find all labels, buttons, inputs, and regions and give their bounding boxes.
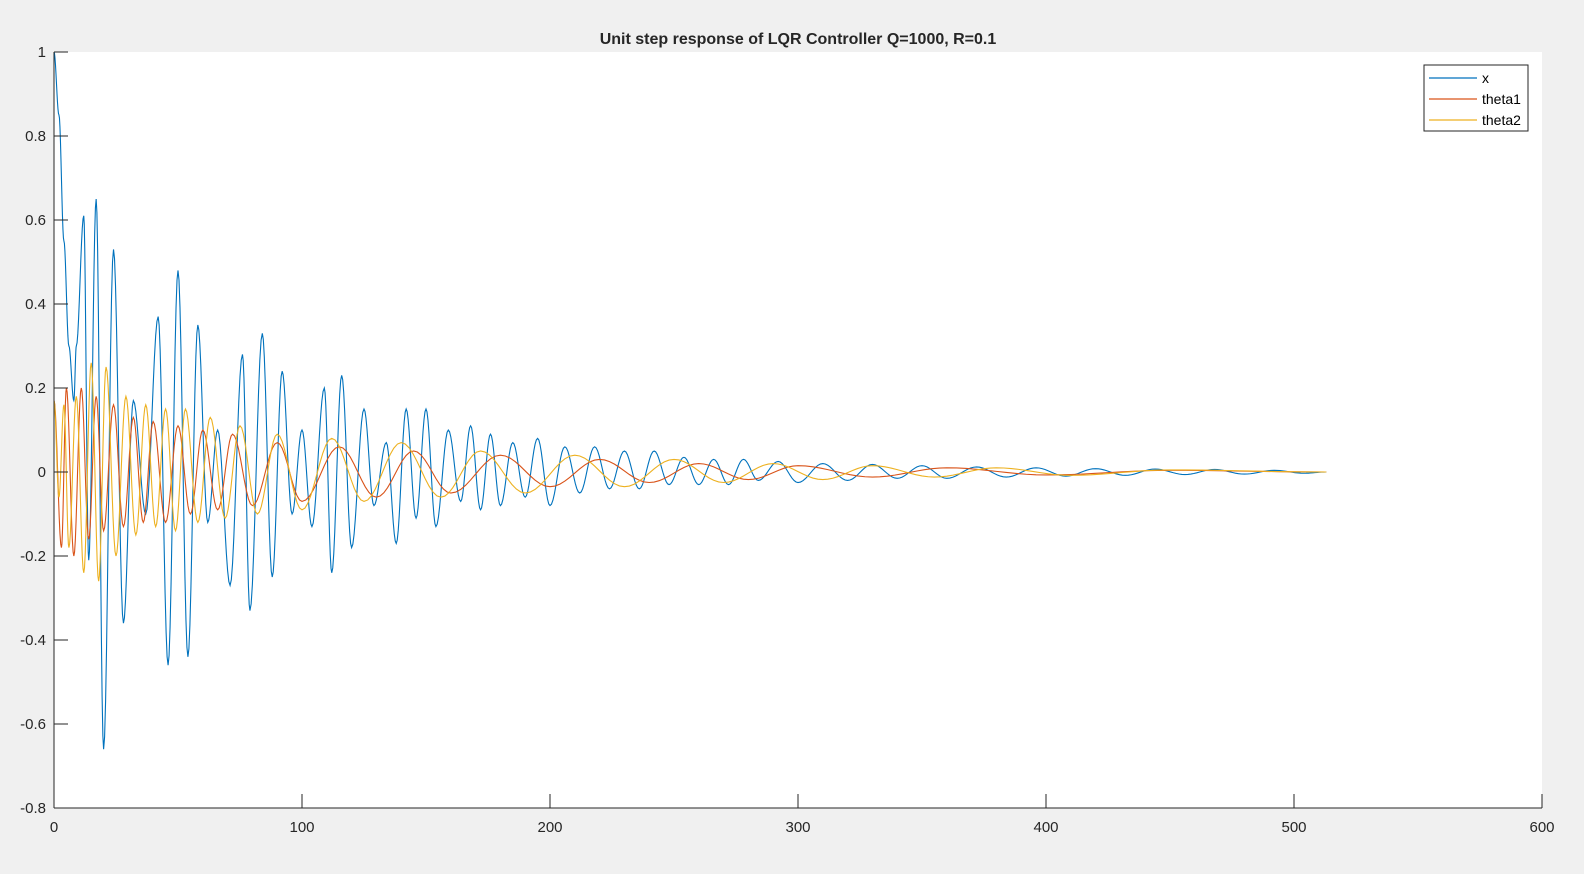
axes-layer: 0 100 200 300 400 500 600 1 0.8 0.6 0.4 0.2 0 -0.2 -0.… bbox=[20, 44, 1554, 836]
chart-title: Unit step response of LQR Controller Q=1… bbox=[600, 31, 997, 48]
y-tick-label: -0.8 bbox=[20, 800, 46, 817]
y-tick-label: 0.2 bbox=[25, 380, 46, 397]
y-tick-label: 0.6 bbox=[25, 212, 46, 229]
y-tick-label: 0.8 bbox=[25, 128, 46, 145]
x-tick-label: 600 bbox=[1529, 819, 1554, 836]
x-tick-label: 200 bbox=[537, 819, 562, 836]
x-tick-label: 500 bbox=[1281, 819, 1306, 836]
plot-area bbox=[54, 52, 1542, 808]
y-tick-label: -0.2 bbox=[20, 548, 46, 565]
y-tick-label: 1 bbox=[38, 44, 46, 61]
y-tick-label: -0.6 bbox=[20, 716, 46, 733]
series-layer bbox=[53, 51, 1327, 750]
legend: x theta1 theta2 bbox=[1423, 64, 1529, 132]
series-line-theta2 bbox=[53, 362, 1327, 582]
y-tick-label: 0.4 bbox=[25, 296, 46, 313]
series-line-theta1 bbox=[53, 387, 1327, 557]
y-tick-label: -0.4 bbox=[20, 632, 46, 649]
x-tick-label: 300 bbox=[785, 819, 810, 836]
legend-label-x: x bbox=[1482, 70, 1489, 86]
x-tick-label: 0 bbox=[50, 819, 58, 836]
series-line-x bbox=[53, 51, 1327, 750]
y-tick-label: 0 bbox=[38, 464, 46, 481]
x-tick-label: 400 bbox=[1033, 819, 1058, 836]
x-tick-label: 100 bbox=[289, 819, 314, 836]
legend-label-theta2: theta2 bbox=[1482, 112, 1521, 128]
legend-label-theta1: theta1 bbox=[1482, 91, 1521, 107]
